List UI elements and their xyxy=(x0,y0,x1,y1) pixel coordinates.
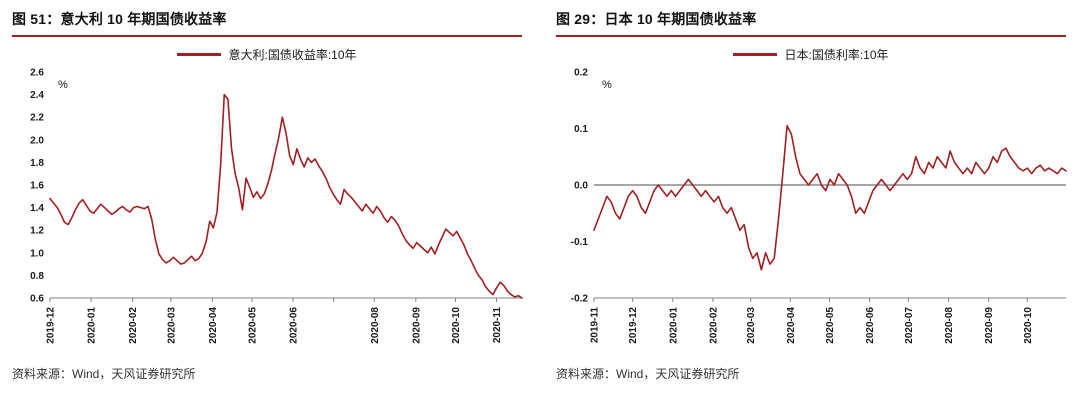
svg-text:0.6: 0.6 xyxy=(30,294,44,305)
svg-text:2020-10: 2020-10 xyxy=(451,307,462,344)
svg-text:2020-05: 2020-05 xyxy=(825,307,836,344)
svg-text:2020-11: 2020-11 xyxy=(492,307,503,344)
svg-text:2019-12: 2019-12 xyxy=(628,307,639,344)
svg-text:-0.1: -0.1 xyxy=(571,237,589,248)
svg-text:2.0: 2.0 xyxy=(30,135,44,146)
svg-text:2020-05: 2020-05 xyxy=(248,307,259,344)
svg-text:2020-08: 2020-08 xyxy=(944,307,955,344)
legend-japan: 日本:国债利率:10年 xyxy=(556,46,1066,62)
panel-italy-10y-yield: 图 51：意大利 10 年期国债收益率 意大利:国债收益率:10年 2.6 2.4… xyxy=(12,6,523,398)
svg-text:2020-04: 2020-04 xyxy=(786,307,797,344)
legend-line-swatch xyxy=(177,52,222,56)
svg-text:1.2: 1.2 xyxy=(30,226,44,237)
svg-text:2.2: 2.2 xyxy=(30,113,44,124)
svg-text:2.6: 2.6 xyxy=(30,68,44,79)
svg-text:2020-01: 2020-01 xyxy=(87,307,98,344)
svg-text:2020-02: 2020-02 xyxy=(128,307,139,344)
source-note-japan: 资料来源：Wind，天风证券研究所 xyxy=(556,367,740,381)
legend-line-swatch xyxy=(733,52,778,56)
figure-title-italy: 图 51：意大利 10 年期国债收益率 xyxy=(12,6,522,37)
source-note-italy: 资料来源：Wind，天风证券研究所 xyxy=(12,367,196,381)
svg-text:2020-03: 2020-03 xyxy=(166,307,177,344)
svg-text:2020-01: 2020-01 xyxy=(668,307,679,344)
svg-text:1.0: 1.0 xyxy=(30,248,44,259)
svg-text:2019-11: 2019-11 xyxy=(590,307,601,344)
svg-text:2020-02: 2020-02 xyxy=(708,307,719,344)
svg-text:2.4: 2.4 xyxy=(30,90,44,101)
japan-bond-yield-line-chart: 0.2 0.1 0.0 -0.1 -0.2% 2019-11 2019-12 2020-01 2… xyxy=(571,68,1067,344)
svg-text:2020-08: 2020-08 xyxy=(370,307,381,344)
italy-bond-yield-line-chart: 2.6 2.4 2.2 2.0 1.8 1.6 1.4 1.2 1.0 0.8 0.6% 2019-1… xyxy=(30,68,523,344)
svg-text:0.1: 0.1 xyxy=(574,124,588,135)
svg-text:1.6: 1.6 xyxy=(30,181,44,192)
figure-title-japan: 图 29：日本 10 年期国债收益率 xyxy=(556,6,1066,37)
svg-text:0.8: 0.8 xyxy=(30,271,44,282)
svg-text:2019-12: 2019-12 xyxy=(46,307,57,344)
svg-text:2020-06: 2020-06 xyxy=(289,307,300,344)
panel-japan-10y-yield: 图 29：日本 10 年期国债收益率 日本:国债利率:10年 0.2 0.1 0.0… xyxy=(556,6,1067,398)
svg-text:1.4: 1.4 xyxy=(30,203,44,214)
svg-text:%: % xyxy=(602,79,612,91)
svg-text:%: % xyxy=(58,79,68,91)
svg-text:-0.2: -0.2 xyxy=(571,294,589,305)
svg-text:1.8: 1.8 xyxy=(30,158,44,169)
svg-text:2020-10: 2020-10 xyxy=(1023,307,1034,344)
svg-text:0.0: 0.0 xyxy=(574,181,588,192)
svg-text:0.2: 0.2 xyxy=(574,68,588,79)
svg-text:2020-06: 2020-06 xyxy=(865,307,876,344)
legend-italy: 意大利:国债收益率:10年 xyxy=(12,46,522,62)
svg-text:2020-04: 2020-04 xyxy=(208,307,219,344)
svg-text:2020-03: 2020-03 xyxy=(746,307,757,344)
legend-label: 意大利:国债收益率:10年 xyxy=(228,47,357,62)
svg-text:2020-09: 2020-09 xyxy=(411,307,422,344)
svg-text:2020-09: 2020-09 xyxy=(984,307,995,344)
svg-text:2020-07: 2020-07 xyxy=(904,307,915,344)
legend-label: 日本:国债利率:10年 xyxy=(784,47,889,62)
